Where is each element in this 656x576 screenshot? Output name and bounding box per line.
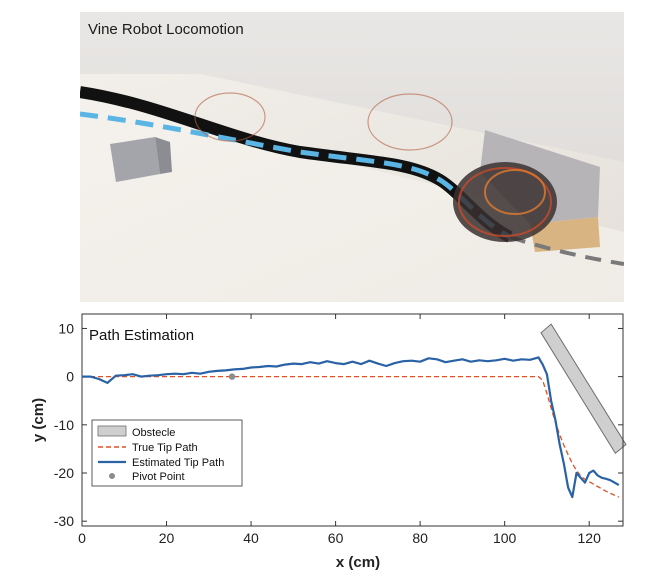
x-axis-label: x (cm) xyxy=(336,554,380,571)
y-tick-label: -30 xyxy=(54,513,74,529)
legend-pivot-swatch xyxy=(109,473,115,479)
legend-entry-label: Estimated Tip Path xyxy=(132,457,224,469)
robot-photo: Vine Robot Locomotion xyxy=(80,12,624,302)
pivot-point-marker xyxy=(228,373,236,380)
x-tick-label: 20 xyxy=(159,530,175,546)
legend-entry-label: Pivot Point xyxy=(132,471,185,483)
x-tick-label: 100 xyxy=(493,530,517,546)
photo-title: Vine Robot Locomotion xyxy=(88,21,244,38)
small-cube xyxy=(110,137,160,182)
x-tick-label: 40 xyxy=(243,530,259,546)
y-tick-label: -10 xyxy=(54,417,74,433)
legend: Obstecle True Tip Path Estimated Tip Path P… xyxy=(91,419,243,487)
plot-frame xyxy=(81,313,624,527)
x-tick-label: 0 xyxy=(78,530,86,546)
robot-tip-cluster xyxy=(453,162,557,242)
estimated-tip-path-line xyxy=(82,356,620,499)
y-axis-label: y (cm) xyxy=(30,398,47,442)
legend-entry-label: Obstecle xyxy=(132,427,175,439)
y-tick-label: -20 xyxy=(54,465,74,481)
legend-obstacle-swatch xyxy=(97,425,127,437)
y-tick-label: 0 xyxy=(66,369,74,385)
legend-entry-label: True Tip Path xyxy=(132,442,198,454)
x-tick-label: 60 xyxy=(328,530,344,546)
x-tick-label: 120 xyxy=(578,530,602,546)
obstacle-shape xyxy=(540,323,627,454)
chart-title: Path Estimation xyxy=(89,327,194,344)
x-tick-label: 80 xyxy=(412,530,428,546)
y-tick-label: 10 xyxy=(58,320,74,336)
